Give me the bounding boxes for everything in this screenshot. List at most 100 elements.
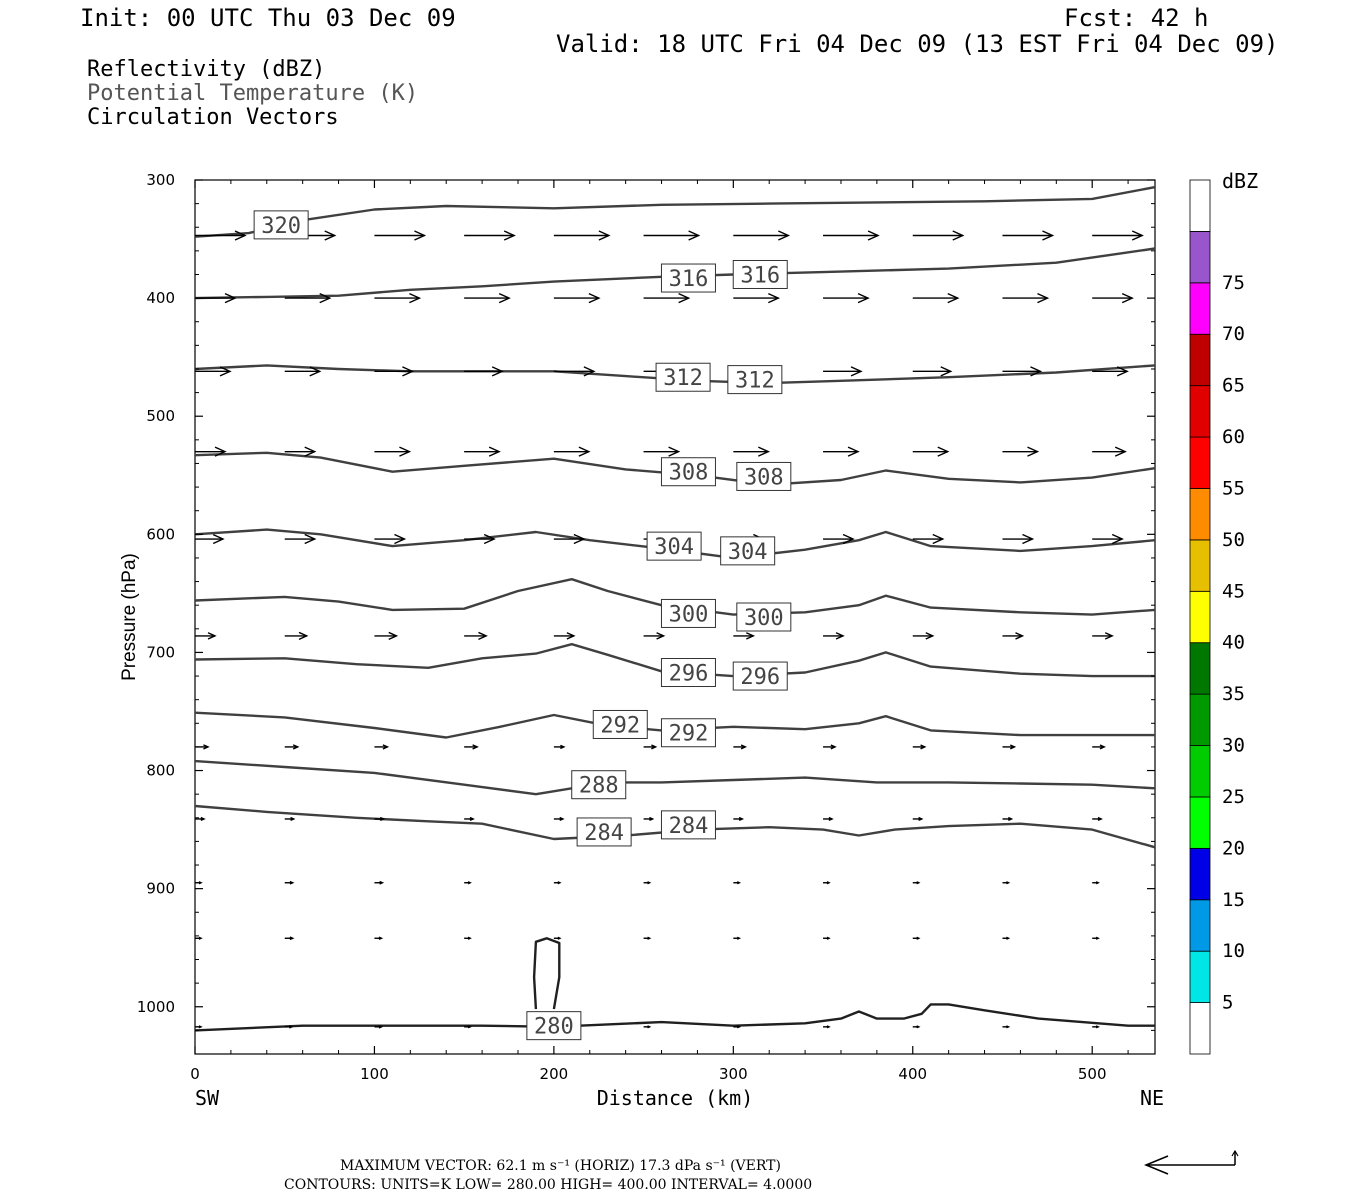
theta-contour-316 (195, 247, 1155, 300)
circulation-vector-head (1097, 816, 1103, 822)
colorbar-swatch (1189, 1002, 1211, 1055)
circulation-vector-head (740, 744, 748, 750)
circulation-vector-head (559, 816, 565, 822)
circulation-vector-head (491, 366, 504, 377)
circulation-vector-head (952, 230, 965, 241)
x-tick-label: 500 (1078, 1065, 1107, 1083)
circulation-vector-head (678, 292, 691, 304)
contour-label: 284 (584, 821, 624, 846)
colorbar-label: 20 (1222, 837, 1245, 859)
circulation-vector-head (1006, 936, 1011, 940)
circulation-vector-head (1095, 1025, 1100, 1029)
colorbar-swatch (1189, 950, 1211, 1003)
circulation-vector-head (1006, 1025, 1011, 1029)
circulation-vector-head (394, 533, 407, 545)
circulation-vector-head (768, 292, 781, 304)
circulation-vector-head (378, 936, 384, 940)
circulation-vector-head (916, 1025, 921, 1029)
circulation-vector-head (1015, 632, 1025, 640)
circulation-vector-head (467, 1025, 472, 1029)
circulation-vector-head (414, 230, 427, 241)
colorbar-swatch (1189, 642, 1211, 695)
circulation-vector-head (198, 1025, 203, 1029)
contour-label: 288 (579, 774, 619, 799)
circulation-vector-head (598, 230, 611, 241)
circulation-vector-head (1095, 936, 1100, 940)
circulation-vector-head (826, 1025, 831, 1029)
colorbar-swatch (1189, 847, 1211, 901)
circulation-vector-head (778, 230, 791, 241)
forecast-hour: Fcst: 42 h (1064, 4, 1209, 32)
colorbar-label: 15 (1222, 889, 1245, 911)
circulation-vector-head (557, 881, 562, 885)
circulation-vector-head (503, 230, 516, 241)
circulation-vector-head (916, 881, 921, 885)
colorbar-swatch (1189, 179, 1211, 232)
circulation-vector-head (324, 230, 337, 241)
colorbar-label: 50 (1222, 529, 1245, 551)
circulation-vector-head (378, 1025, 384, 1029)
circulation-vector-head (738, 816, 745, 822)
circulation-vector-head (925, 632, 935, 640)
colorbar-label: 10 (1222, 940, 1245, 962)
circulation-vector-head (203, 744, 210, 750)
colorbar-label: 5 (1222, 992, 1233, 1014)
circulation-vector-head (588, 292, 601, 304)
circulation-vector-head (1042, 230, 1055, 241)
contour-label-box (660, 263, 716, 293)
colorbar-swatch (1189, 436, 1211, 489)
contour-label: 320 (261, 214, 301, 239)
circulation-vector-head (1121, 292, 1134, 304)
circulation-vector-head (207, 632, 217, 640)
circulation-vector-head (1104, 632, 1114, 640)
contour-label-box (736, 602, 792, 632)
colorbar-label: 70 (1222, 323, 1245, 345)
contour-label-box (732, 259, 788, 289)
colorbar-swatch (1189, 333, 1211, 387)
legend-reflectivity: Reflectivity (dBZ) (87, 57, 326, 82)
legend-circulation-vectors: Circulation Vectors (87, 105, 339, 130)
contour-label-box (592, 709, 648, 739)
y-tick-label: 300 (146, 171, 175, 189)
circulation-vector-head (560, 744, 566, 750)
circulation-vector-head (488, 446, 501, 457)
circulation-vector-head (319, 292, 332, 304)
colorbar-swatch (1189, 539, 1211, 592)
circulation-vector-head (566, 632, 576, 640)
valid-time: Valid: 18 UTC Fri 04 Dec 09 (13 EST Fri … (556, 30, 1279, 58)
circulation-vector-head (467, 936, 472, 940)
contour-label: 308 (744, 465, 784, 490)
contour-label: 316 (740, 263, 780, 288)
circulation-vector-head (379, 880, 385, 885)
circulation-vector-head (688, 230, 701, 241)
contour-label-box (253, 210, 309, 240)
circulation-vector-head (309, 366, 322, 377)
contour-label: 308 (669, 461, 709, 486)
circulation-vector-head (842, 533, 855, 545)
contour-label-box (660, 457, 716, 487)
circulation-vector-head (932, 533, 945, 545)
circulation-vector-head (219, 366, 232, 377)
circulation-vector-head (1009, 744, 1017, 750)
colorbar-label: 65 (1222, 375, 1245, 397)
circulation-vector-head (1099, 744, 1106, 750)
circulation-vector-head (402, 366, 415, 377)
circulation-vector-head (651, 744, 658, 750)
colorbar-label: 75 (1222, 272, 1245, 294)
contour-label: 280 (534, 1015, 574, 1040)
circulation-vector-head (289, 936, 295, 941)
circulation-vector-head (382, 744, 390, 750)
circulation-vector-head (200, 816, 206, 822)
contour-label: 296 (740, 665, 780, 690)
circulation-vector-head (826, 881, 831, 885)
circulation-vector-head (1037, 292, 1050, 304)
contour-label-box (526, 1011, 582, 1041)
circulation-vector-head (947, 292, 960, 304)
circulation-vector-head (937, 446, 950, 457)
theta-contour-closed (532, 937, 561, 1010)
y-tick-label: 900 (146, 880, 175, 898)
reference-vector (1144, 1149, 1239, 1175)
colorbar-swatch (1189, 282, 1211, 335)
x-tick-label: 100 (360, 1065, 389, 1083)
